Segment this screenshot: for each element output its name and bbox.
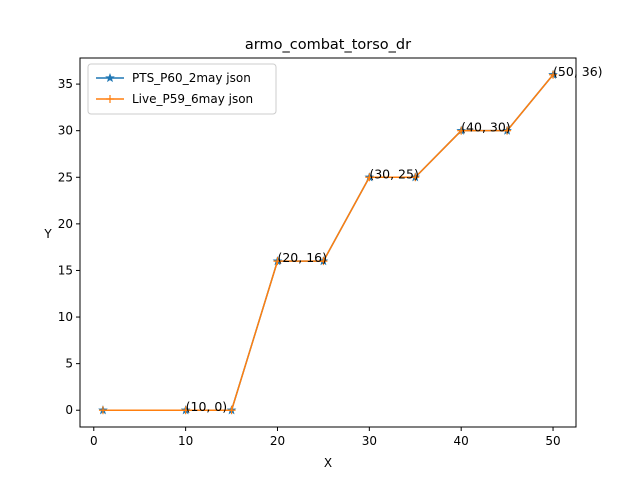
- x-tick-label: 0: [90, 434, 98, 448]
- y-tick-label: 5: [65, 357, 73, 371]
- data-label: (20, 16): [277, 250, 327, 265]
- data-point: [319, 257, 328, 266]
- y-tick-label: 25: [58, 170, 73, 184]
- legend-box: [87, 63, 277, 115]
- data-point: [503, 126, 512, 135]
- data-point: [98, 406, 107, 415]
- data-point: [365, 173, 374, 182]
- legend-marker: [106, 95, 114, 103]
- data-point: [411, 173, 420, 182]
- x-tick-label: 20: [270, 434, 285, 448]
- y-tick-label: 15: [58, 263, 73, 277]
- data-label: (10, 0): [186, 399, 228, 414]
- y-tick-label: 10: [58, 310, 73, 324]
- legend-label: PTS_P60_2may json: [132, 71, 251, 85]
- data-point: [227, 406, 236, 415]
- data-label: (50, 36): [553, 64, 603, 79]
- data-point: [181, 406, 190, 415]
- x-tick-label: 10: [178, 434, 193, 448]
- x-tick-label: 50: [545, 434, 560, 448]
- x-axis-label: X: [324, 456, 332, 470]
- series-line-2: [102, 74, 554, 411]
- y-tick-label: 30: [58, 124, 73, 138]
- y-tick-label: 20: [58, 217, 73, 231]
- y-axis-label: Y: [43, 227, 52, 241]
- y-tick-label: 0: [65, 403, 73, 417]
- data-label: (40, 30): [461, 120, 511, 135]
- chart-title: armo_combat_torso_dr: [245, 37, 411, 53]
- legend-label: Live_P59_6may json: [132, 92, 253, 106]
- y-tick-label: 35: [58, 77, 73, 91]
- legend-entry: Live_P59_6may json: [96, 92, 253, 106]
- x-tick-label: 30: [362, 434, 377, 448]
- legend: PTS_P60_2may json Live_P59_6may json: [87, 63, 277, 115]
- axes-frame: [79, 57, 577, 428]
- data-label: (30, 25): [369, 166, 419, 181]
- series-markers-2: [98, 70, 558, 415]
- x-tick-label: 40: [454, 434, 469, 448]
- legend-marker: [105, 72, 115, 83]
- data-point: [457, 126, 466, 135]
- data-point: [549, 70, 558, 79]
- data-point: [273, 257, 282, 266]
- plot-area: 0 10 20 30 40 50 0 5 10 15 20 25 30 35 (10, 0) (20, 16)…: [58, 57, 603, 448]
- legend-entry: PTS_P60_2may json: [96, 71, 251, 85]
